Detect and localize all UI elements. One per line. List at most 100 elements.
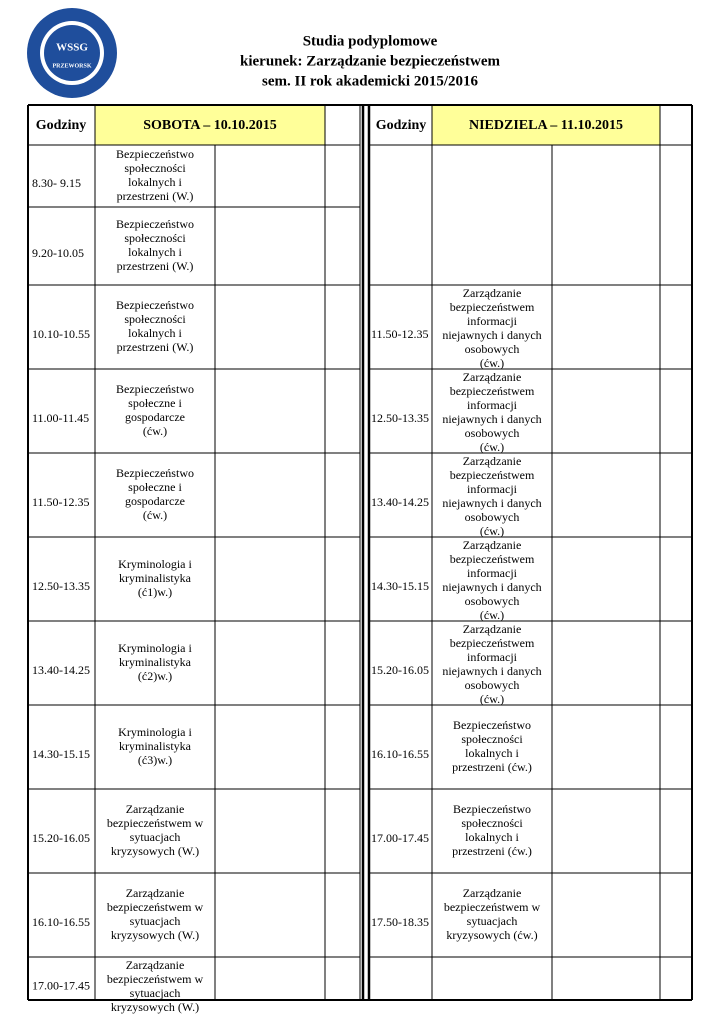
title-line: kierunek: Zarządzanie bezpieczeństwem <box>240 53 500 69</box>
subject-line: sytuacjach <box>130 914 181 928</box>
time-label: 16.10-16.55 <box>32 915 90 929</box>
subject-line: Kryminologia i <box>118 641 192 655</box>
subject-line: kryminalistyka <box>119 655 192 669</box>
table-grid <box>27 104 693 1001</box>
subject-line: (ćw.) <box>480 692 504 706</box>
subject-line: (ćw.) <box>480 356 504 370</box>
subject-line: niejawnych i danych <box>442 580 541 594</box>
subject-line: Zarządzanie <box>126 886 185 900</box>
time-label: 13.40-14.25 <box>32 663 90 677</box>
time-label: 17.00-17.45 <box>371 831 429 845</box>
subject-line: (ć2)w.) <box>138 669 172 683</box>
subject-line: Bezpieczeństwo <box>116 466 194 480</box>
column-header: Godziny <box>376 118 427 133</box>
time-label: 15.20-16.05 <box>371 663 429 677</box>
subject-line: gospodarcze <box>125 410 185 424</box>
subject-line: bezpieczeństwem w <box>107 972 204 986</box>
subject-line: Zarządzanie <box>463 454 522 468</box>
subject-line: społeczności <box>461 732 523 746</box>
subject-line: Zarządzanie <box>126 958 185 972</box>
time-label: 14.30-15.15 <box>371 579 429 593</box>
subject-line: (ćw.) <box>143 508 167 522</box>
subject-line: (ć1)w.) <box>138 585 172 599</box>
subject-line: kryminalistyka <box>119 739 192 753</box>
subject-line: lokalnych i <box>128 175 182 189</box>
subject-line: osobowych <box>465 342 520 356</box>
title-line: Studia podyplomowe <box>303 33 438 49</box>
subject-line: sytuacjach <box>467 914 518 928</box>
time-label: 12.50-13.35 <box>32 579 90 593</box>
subject-line: społeczności <box>124 312 186 326</box>
logo: WSSG PRZEWORSK <box>27 8 117 98</box>
subject-line: kryzysowych (W.) <box>111 844 199 858</box>
subject-line: (ćw.) <box>480 524 504 538</box>
subject-line: niejawnych i danych <box>442 328 541 342</box>
column-header: NIEDZIELA – 11.10.2015 <box>469 118 623 133</box>
table-cells: 8.30- 9.15Bezpieczeństwospołecznościloka… <box>32 147 542 1014</box>
subject-line: (ćw.) <box>480 440 504 454</box>
subject-line: Zarządzanie <box>463 286 522 300</box>
subject-line: gospodarcze <box>125 494 185 508</box>
subject-line: społeczne i <box>128 396 182 410</box>
subject-line: lokalnych i <box>465 830 519 844</box>
time-label: 11.50-12.35 <box>371 327 429 341</box>
subject-line: niejawnych i danych <box>442 496 541 510</box>
time-label: 13.40-14.25 <box>371 495 429 509</box>
subject-line: Bezpieczeństwo <box>116 147 194 161</box>
time-label: 17.50-18.35 <box>371 915 429 929</box>
subject-line: Zarządzanie <box>126 802 185 816</box>
subject-line: informacji <box>467 314 518 328</box>
subject-line: bezpieczeństwem <box>450 384 535 398</box>
subject-line: lokalnych i <box>465 746 519 760</box>
subject-line: Bezpieczeństwo <box>453 802 531 816</box>
subject-line: niejawnych i danych <box>442 412 541 426</box>
subject-line: Kryminologia i <box>118 725 192 739</box>
subject-line: społeczności <box>124 231 186 245</box>
subject-line: społeczności <box>124 161 186 175</box>
subject-line: społeczne i <box>128 480 182 494</box>
subject-line: Bezpieczeństwo <box>116 298 194 312</box>
subject-line: (ć3)w.) <box>138 753 172 767</box>
column-header: SOBOTA – 10.10.2015 <box>143 118 277 133</box>
subject-line: niejawnych i danych <box>442 664 541 678</box>
time-label: 11.00-11.45 <box>32 411 89 425</box>
title-line: sem. II rok akademicki 2015/2016 <box>262 73 478 89</box>
header-fill <box>432 106 660 145</box>
subject-line: bezpieczeństwem w <box>107 816 204 830</box>
subject-line: informacji <box>467 482 518 496</box>
subject-line: bezpieczeństwem <box>450 468 535 482</box>
time-label: 16.10-16.55 <box>371 747 429 761</box>
subject-line: społeczności <box>461 816 523 830</box>
subject-line: bezpieczeństwem <box>450 636 535 650</box>
time-label: 12.50-13.35 <box>371 411 429 425</box>
subject-line: bezpieczeństwem w <box>107 900 204 914</box>
subject-line: (ćw.) <box>480 608 504 622</box>
logo-name: WSSG <box>56 42 88 54</box>
subject-line: kryzysowych (W.) <box>111 1000 199 1014</box>
subject-line: przestrzeni (W.) <box>117 340 194 354</box>
subject-line: osobowych <box>465 426 520 440</box>
subject-line: przestrzeni (ćw.) <box>452 760 532 774</box>
subject-line: kryminalistyka <box>119 571 192 585</box>
subject-line: przestrzeni (W.) <box>117 259 194 273</box>
subject-line: osobowych <box>465 594 520 608</box>
subject-line: lokalnych i <box>128 326 182 340</box>
subject-line: Bezpieczeństwo <box>116 217 194 231</box>
time-label: 10.10-10.55 <box>32 327 90 341</box>
header-fill <box>95 106 325 145</box>
subject-line: przestrzeni (ćw.) <box>452 844 532 858</box>
time-label: 8.30- 9.15 <box>32 176 81 190</box>
subject-line: kryzysowych (W.) <box>111 928 199 942</box>
subject-line: sytuacjach <box>130 830 181 844</box>
subject-line: (ćw.) <box>143 424 167 438</box>
subject-line: Bezpieczeństwo <box>116 382 194 396</box>
subject-line: Zarządzanie <box>463 370 522 384</box>
time-label: 14.30-15.15 <box>32 747 90 761</box>
subject-line: osobowych <box>465 678 520 692</box>
subject-line: sytuacjach <box>130 986 181 1000</box>
subject-line: informacji <box>467 566 518 580</box>
column-header: Godziny <box>36 118 87 133</box>
subject-line: bezpieczeństwem <box>450 300 535 314</box>
